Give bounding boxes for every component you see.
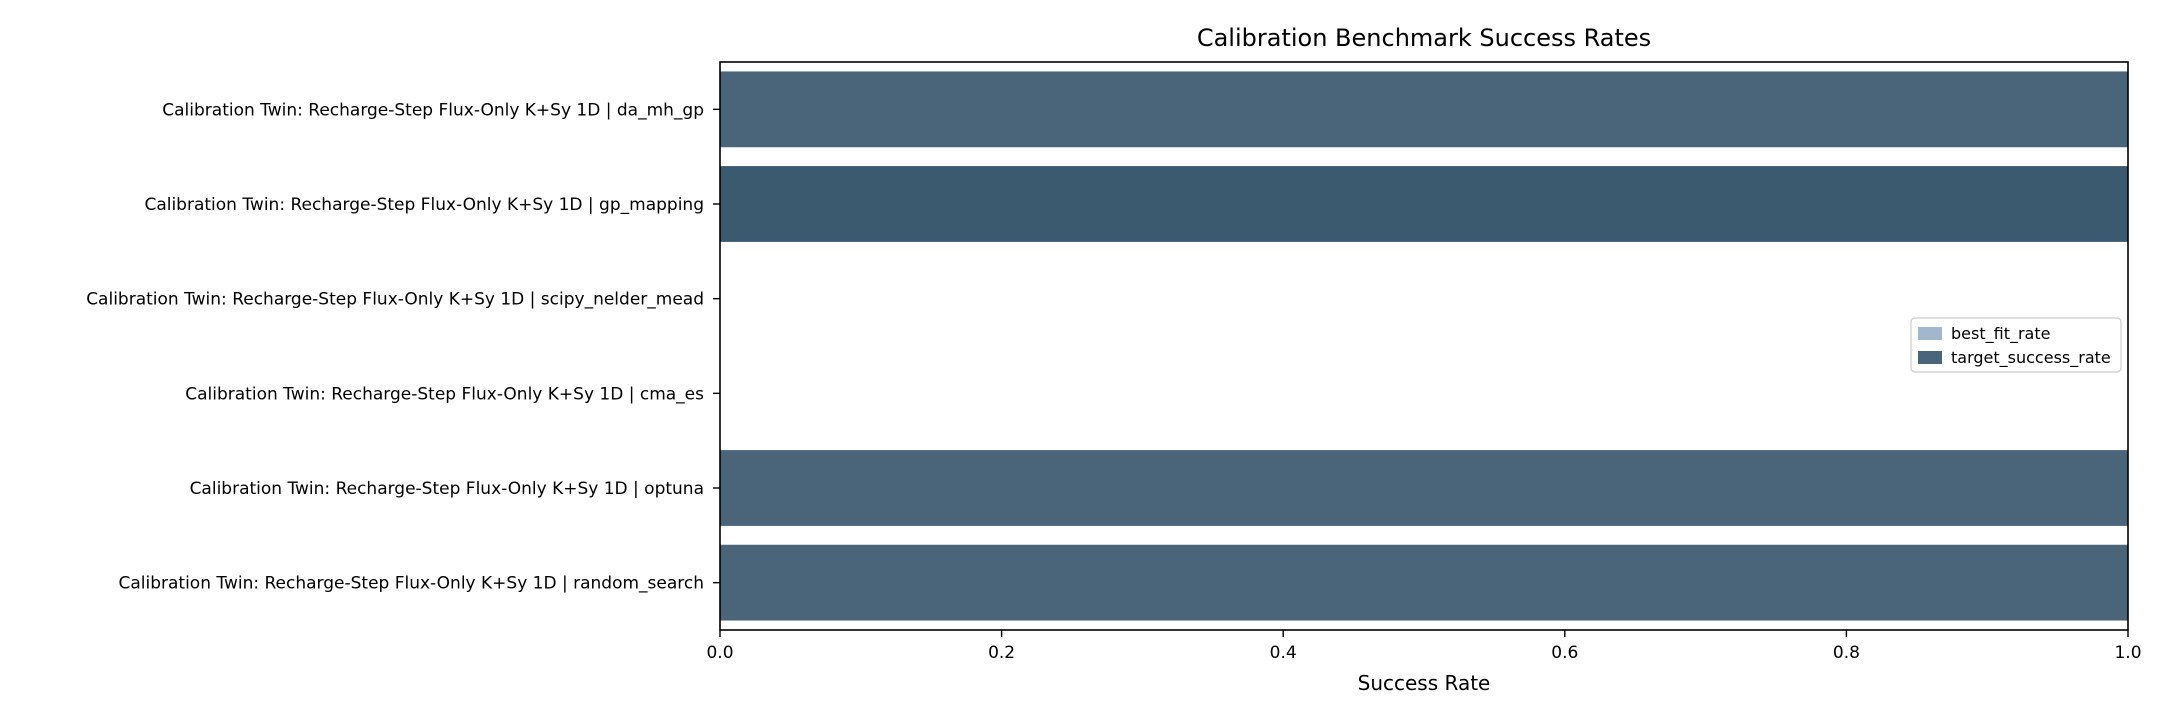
y-tick-label: Calibration Twin: Recharge-Step Flux-Onl… (118, 574, 704, 594)
plot-frame (719, 61, 2129, 631)
legend-label-target-success-rate: target_success_rate (1951, 348, 2111, 368)
legend-box (1910, 317, 2122, 373)
x-axis: 0.0 0.2 0.4 0.6 0.8 1.0 (706, 630, 2142, 663)
bar-target-success-rate-4 (720, 450, 2128, 526)
x-tick-label: 0.4 (1270, 643, 1297, 663)
y-tick-label: Calibration Twin: Recharge-Step Flux-Onl… (144, 195, 704, 215)
x-tick-label: 0.6 (1551, 643, 1578, 663)
legend: best_fit_rate target_success_rate (1910, 317, 2122, 373)
x-tick-label: 0.0 (706, 643, 733, 663)
y-tick-label: Calibration Twin: Recharge-Step Flux-Onl… (162, 100, 704, 120)
y-tick-label: Calibration Twin: Recharge-Step Flux-Onl… (185, 384, 704, 404)
legend-swatch-best-fit-rate (1918, 327, 1942, 340)
y-tick-label: Calibration Twin: Recharge-Step Flux-Onl… (86, 290, 704, 310)
legend-swatch-target-success-rate (1918, 351, 1942, 364)
bar-target-success-rate-0 (720, 71, 2128, 148)
y-axis: Calibration Twin: Recharge-Step Flux-Onl… (86, 100, 720, 594)
x-axis-label: Success Rate (1358, 671, 1491, 695)
bar-target-success-rate-1 (720, 166, 2128, 242)
y-tick-label: Calibration Twin: Recharge-Step Flux-Onl… (190, 479, 704, 499)
bar-target-success-rate-5 (720, 544, 2128, 621)
legend-label-best-fit-rate: best_fit_rate (1951, 324, 2050, 344)
x-tick-label: 0.8 (1833, 643, 1860, 663)
chart-title: Calibration Benchmark Success Rates (1197, 24, 1651, 52)
bars-layer (720, 71, 2128, 621)
x-tick-label: 1.0 (2114, 643, 2141, 663)
x-tick-label: 0.2 (988, 643, 1015, 663)
